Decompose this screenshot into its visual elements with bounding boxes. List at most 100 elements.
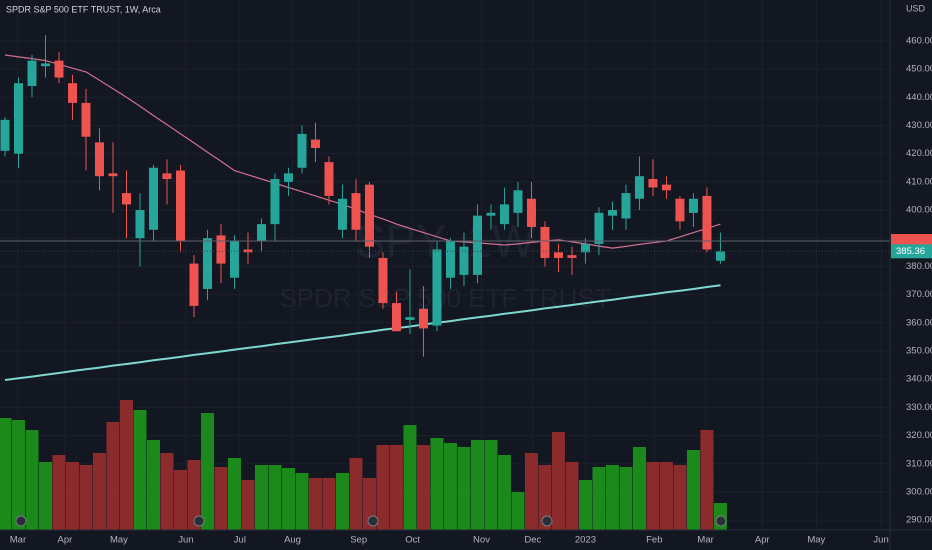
plot [0,35,890,530]
candle-body [553,252,563,258]
volume-bar [295,473,309,530]
volume-bar [497,455,511,530]
candle-body [445,241,455,278]
volume-bar [106,422,120,530]
y-tick-label: 300.00 [906,486,932,497]
x-tick-label: Mar [697,535,713,546]
volume-bar [25,430,39,530]
x-tick-label: Dec [524,535,541,546]
y-tick-label: 410.00 [906,176,932,187]
candle-body [337,198,347,230]
dividend-icon[interactable] [367,515,379,527]
candle-body [270,179,280,225]
volume-bar [538,465,552,530]
candle-body [351,193,361,230]
moving-average [4,284,721,381]
y-tick-label: 310.00 [906,458,932,469]
candle-body [283,173,293,182]
volume-bar [322,478,336,530]
volume-bar [511,492,525,530]
candle-body [432,249,442,326]
candle-body [486,212,496,216]
volume-bar [592,467,606,530]
volume-bar [686,450,700,530]
volume-bar [484,440,498,530]
candle-body [702,195,712,250]
x-tick-label: May [807,535,825,546]
candle-body [13,83,23,154]
volume-bar [659,462,673,530]
volume-bar [92,453,106,530]
candle-body [540,226,550,258]
candle-body [256,224,266,242]
event-icons [15,515,727,527]
currency-label: USD [906,3,926,13]
dividend-icon[interactable] [15,515,27,527]
candle-body [216,235,226,264]
volume-bar [79,465,93,530]
volume-bar [173,470,187,530]
volume-bar [470,440,484,530]
volume-bar [430,438,444,530]
candle-body [67,83,77,103]
y-tick-label: 370.00 [906,289,932,300]
x-tick-label: Apr [58,535,73,546]
candle-body [580,243,590,253]
x-tick-label: Apr [755,535,770,546]
moving-average [4,54,721,249]
candle-body [94,142,104,177]
volume-bar [619,467,633,530]
x-tick-label: Mar [10,535,26,546]
x-tick-label: Aug [284,535,301,546]
volume-bar [457,447,471,530]
y-tick-label: 400.00 [906,205,932,216]
y-tick-label: 290.00 [906,515,932,526]
y-tick-label: 440.00 [906,92,932,103]
dividend-icon[interactable] [715,515,727,527]
candle-body [459,246,469,275]
y-tick-label: 330.00 [906,402,932,413]
y-tick-label: 450.00 [906,64,932,75]
volume-bar [376,445,390,530]
volume-bar [281,468,295,530]
volume-bar [133,410,147,530]
candle-body [54,60,64,78]
y-tick-label: 350.00 [906,345,932,356]
candle-body [378,257,388,304]
candle-body [310,139,320,149]
volume-bar [52,455,66,530]
dividend-icon[interactable] [193,515,205,527]
volume-bar [308,478,322,530]
chart-title: SPDR S&P 500 ETF TRUST, 1W, Arca [6,4,161,14]
candle-body [135,210,145,239]
volume-bar [578,480,592,530]
candle-body [121,193,131,205]
volume-bar [416,445,430,530]
volume-bar [268,465,282,530]
volume-bar [403,425,417,530]
dividend-icon[interactable] [541,515,553,527]
volume-bar [160,453,174,530]
candle-body [324,162,334,196]
candle-body [648,179,658,188]
volume-bar [187,460,201,530]
x-tick-label: Jul [234,535,246,546]
volume-bar [254,465,268,530]
candle-body [607,210,617,216]
candle-body [594,212,604,244]
x-tick-label: May [110,535,128,546]
volume-bar [335,473,349,530]
candle-body [229,241,239,278]
volume-bar [632,447,646,530]
candle-body [513,190,523,213]
candle-body [189,263,199,306]
candle-body [148,167,158,230]
volume-bar [700,430,714,530]
candle-body [526,198,536,227]
candle-body [297,133,307,168]
candle-body [364,184,374,247]
x-tick-label: Feb [646,535,662,546]
candle-body [661,184,671,191]
volume-bar [38,462,52,530]
